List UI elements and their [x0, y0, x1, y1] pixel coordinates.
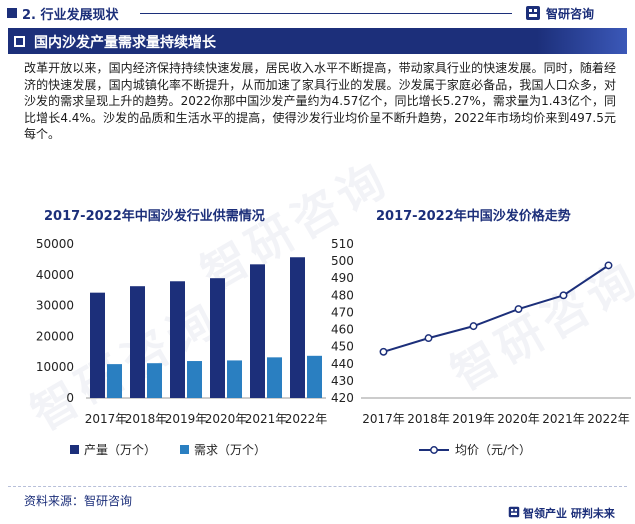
- x-tick-label: 2022年: [587, 412, 630, 426]
- x-tick-label: 2017年: [362, 412, 405, 426]
- y-tick-label: 480: [331, 288, 354, 302]
- y-tick-label: 440: [331, 357, 354, 371]
- banner-gradient: [537, 28, 627, 54]
- x-tick-label: 2022年: [285, 412, 328, 426]
- header-divider: [140, 13, 512, 14]
- y-tick-label: 40000: [36, 268, 74, 282]
- zhiyan-logo-icon: [508, 506, 520, 518]
- legend-swatch-demand: [180, 445, 189, 454]
- x-tick-label: 2018年: [125, 412, 168, 426]
- price-point: [424, 334, 433, 343]
- production-bar: [290, 257, 305, 398]
- x-tick-label: 2020年: [497, 412, 540, 426]
- y-tick-label: 0: [66, 391, 74, 405]
- demand-bar: [147, 363, 162, 398]
- y-tick-label: 30000: [36, 299, 74, 313]
- footer-slogan: 智领产业 研判未来: [523, 507, 615, 520]
- y-tick-label: 460: [331, 323, 354, 337]
- x-tick-label: 2019年: [165, 412, 208, 426]
- demand-bar: [307, 355, 322, 398]
- footer-divider: [8, 486, 627, 487]
- price-point: [559, 291, 568, 300]
- price-chart-title: 2017-2022年中国沙发价格走势: [376, 209, 571, 224]
- legend-label-demand: 需求（万个）: [194, 443, 266, 457]
- x-tick-label: 2018年: [407, 412, 450, 426]
- square-icon: [7, 8, 17, 18]
- y-tick-label: 450: [331, 340, 354, 354]
- production-bar: [250, 264, 265, 398]
- production-bar: [130, 286, 145, 398]
- square-icon: [14, 36, 25, 47]
- x-tick-label: 2017年: [85, 412, 128, 426]
- production-bar: [170, 281, 185, 398]
- banner-title: 国内沙发产量需求量持续增长: [34, 35, 216, 51]
- demand-bar: [187, 361, 202, 398]
- data-source: 资料来源：智研咨询: [24, 494, 133, 508]
- price-point: [514, 305, 523, 313]
- section-banner: 国内沙发产量需求量持续增长: [8, 28, 627, 54]
- x-tick-label: 2020年: [205, 412, 248, 426]
- brand-name: 智研咨询: [546, 7, 595, 21]
- supply-demand-bar-chart: 50000 40000 30000 20000 10000 0 2017年2018年2019…: [36, 237, 328, 457]
- price-point: [604, 261, 613, 270]
- demand-bar: [227, 360, 242, 398]
- y-tick-label: 470: [331, 305, 354, 319]
- y-tick-label: 430: [331, 374, 354, 388]
- supply-demand-chart-title: 2017-2022年中国沙发行业供需情况: [44, 209, 265, 224]
- legend-marker-price: [430, 446, 438, 454]
- summary-paragraph: 改革开放以来，国内经济保持持续快速发展，居民收入水平不断提高，带动家具行业的快速…: [24, 61, 616, 142]
- zhiyan-logo-icon: [526, 6, 540, 20]
- production-bar: [90, 292, 105, 398]
- y-tick-label: 20000: [36, 329, 74, 343]
- demand-bar: [267, 357, 282, 398]
- y-tick-label: 420: [331, 391, 354, 405]
- production-bar: [210, 278, 225, 398]
- price-line-chart: 510 500 490 480 470 460 450 440 430 420 2017年 2018年…: [331, 237, 631, 457]
- section-title: 2. 行业发展现状: [22, 8, 119, 23]
- top-bar: 2. 行业发展现状 智研咨询: [0, 0, 635, 26]
- y-tick-label: 50000: [36, 237, 74, 251]
- legend-label-price: 均价（元/个）: [455, 443, 531, 457]
- x-tick-label: 2021年: [542, 412, 585, 426]
- price-point: [469, 322, 478, 331]
- demand-bar: [107, 364, 122, 398]
- legend-label-production: 产量（万个）: [84, 443, 156, 457]
- y-tick-label: 10000: [36, 360, 74, 374]
- price-point: [379, 347, 388, 356]
- x-tick-label: 2019年: [452, 412, 495, 426]
- x-tick-label: 2021年: [245, 412, 288, 426]
- legend-swatch-production: [70, 445, 79, 454]
- y-tick-label: 510: [331, 237, 354, 251]
- price-series-line: [383, 264, 610, 353]
- y-tick-label: 500: [331, 254, 354, 268]
- y-tick-label: 490: [331, 271, 354, 285]
